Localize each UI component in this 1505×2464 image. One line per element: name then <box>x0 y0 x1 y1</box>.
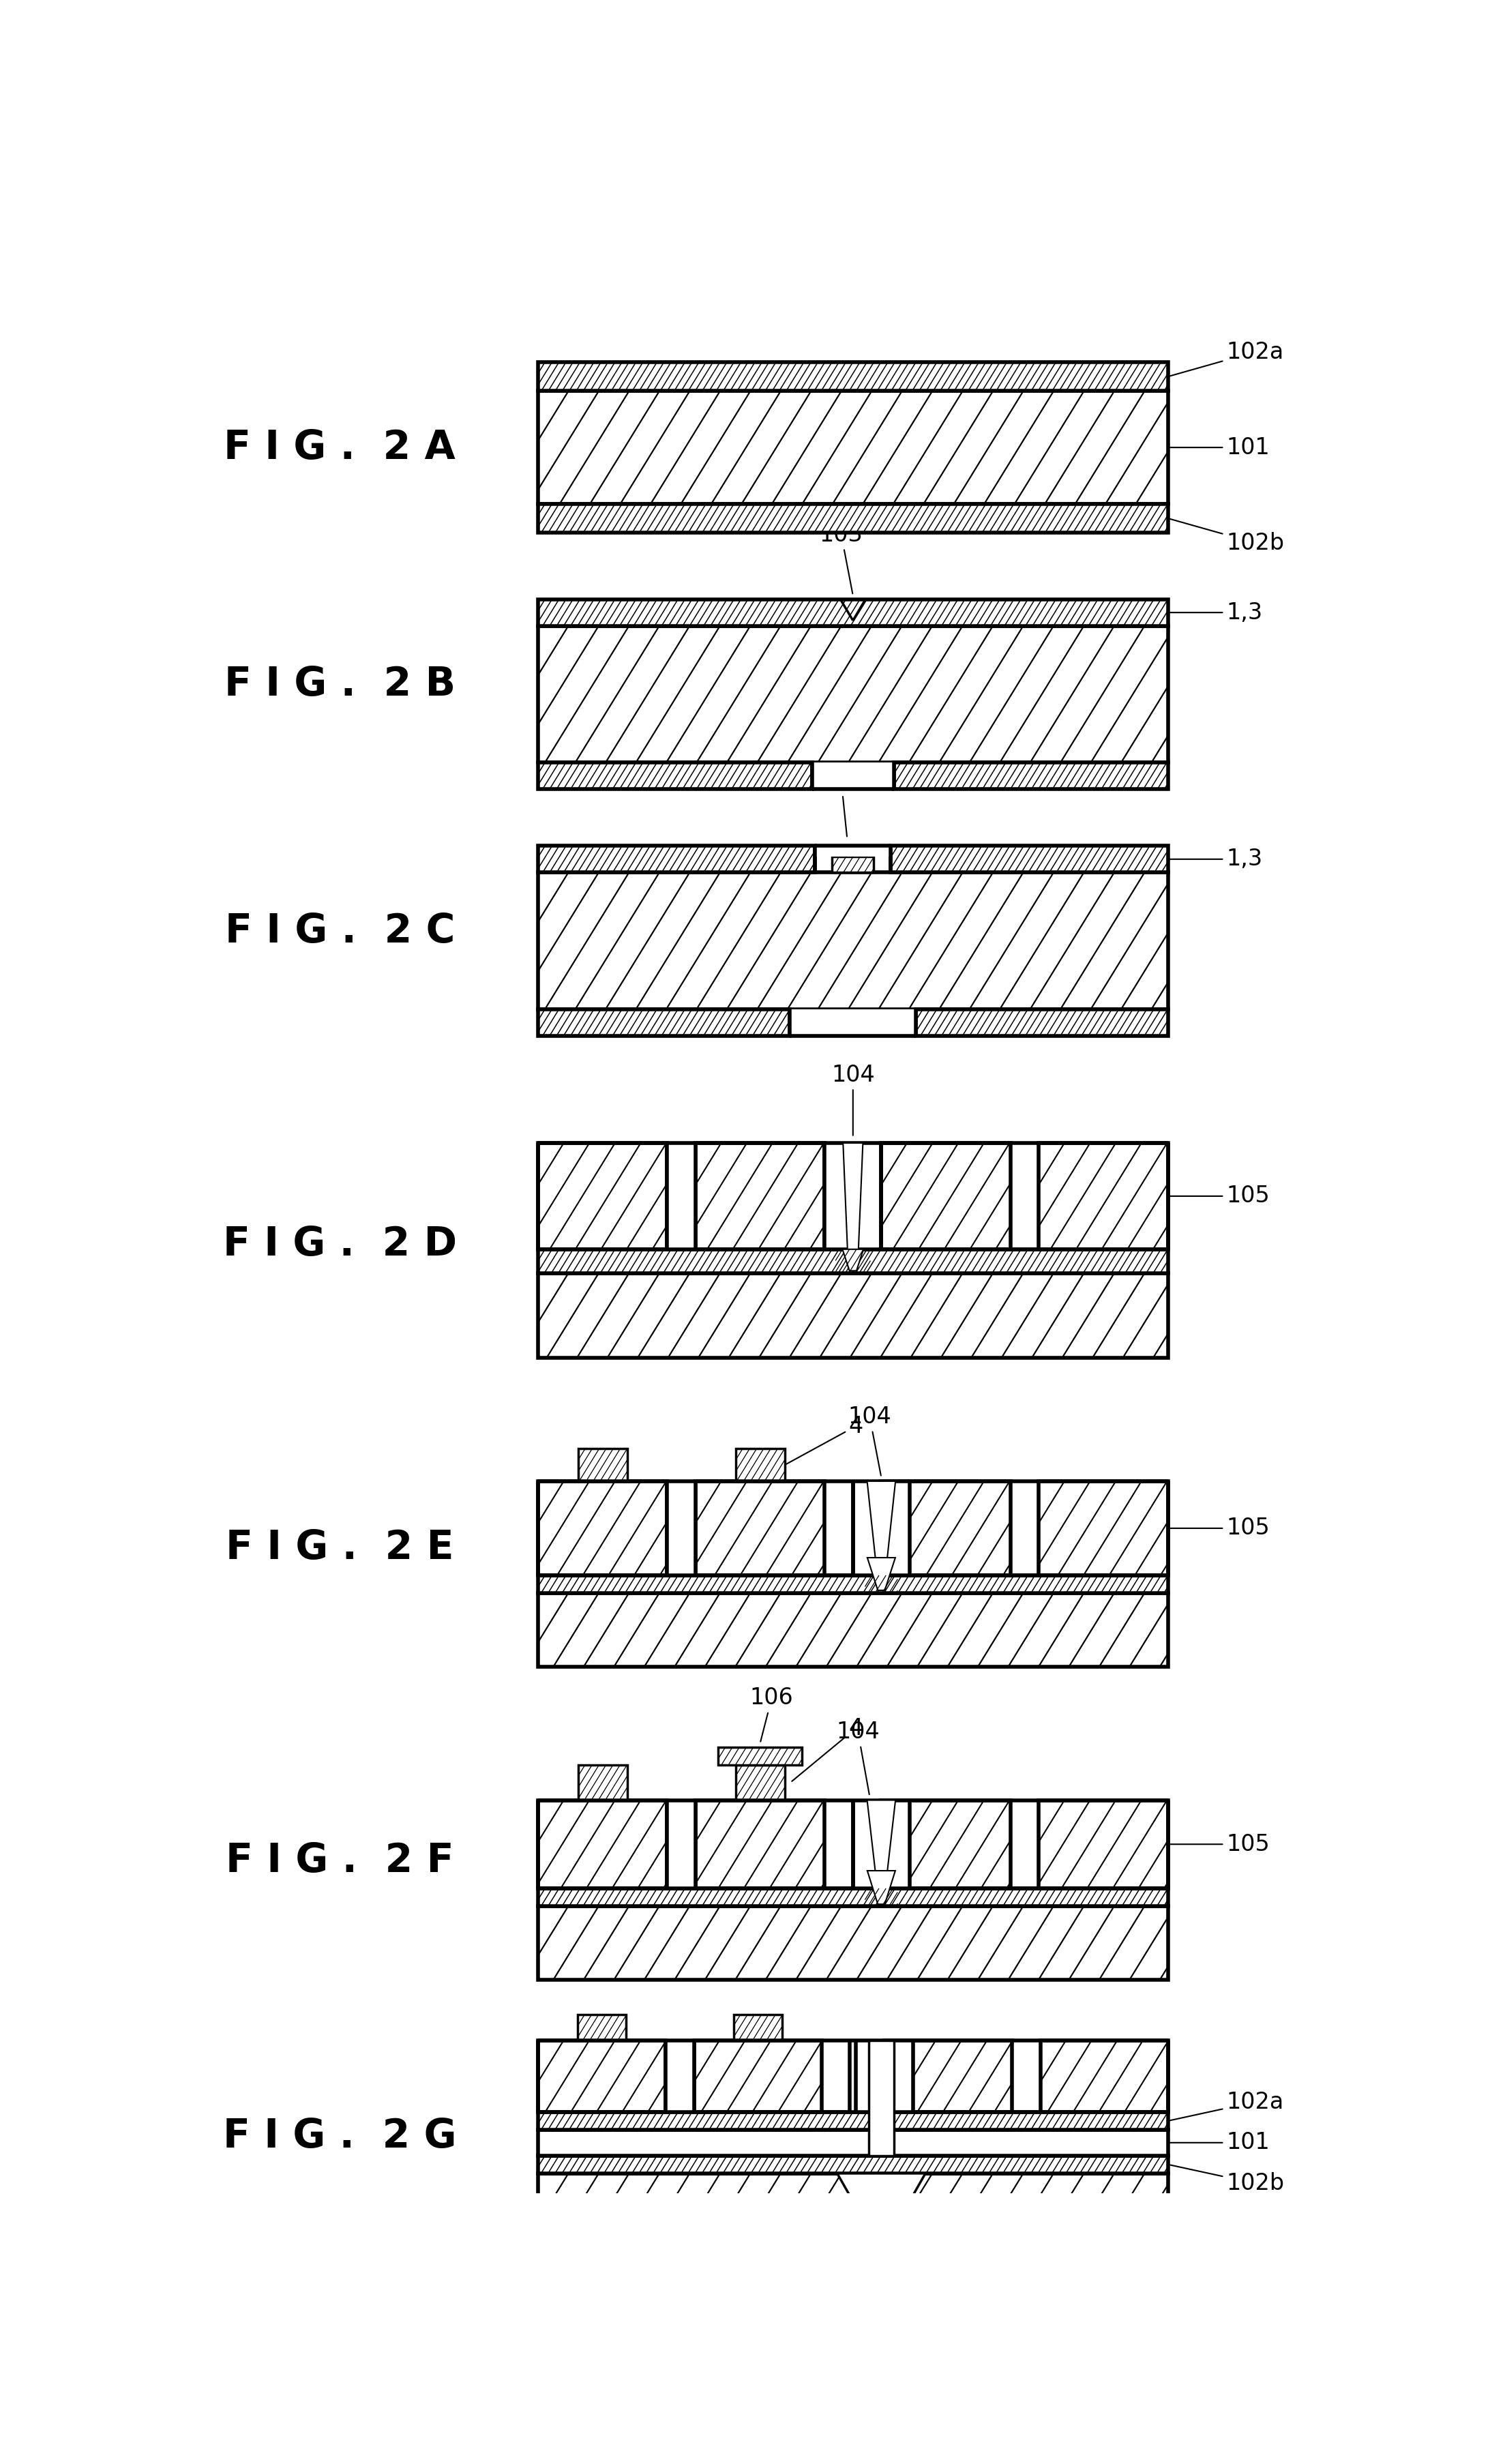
Polygon shape <box>867 1870 895 1905</box>
Polygon shape <box>843 1249 864 1271</box>
Text: F I G .  2 C: F I G . 2 C <box>224 912 455 951</box>
Bar <box>917 1010 1168 1035</box>
Bar <box>539 2129 1168 2156</box>
Bar <box>539 392 1168 503</box>
Bar <box>868 2040 894 2156</box>
Bar <box>539 1887 1168 1907</box>
Bar <box>853 1143 882 1249</box>
Bar <box>885 2040 1011 2112</box>
Polygon shape <box>843 1143 862 1269</box>
Text: 104: 104 <box>847 1404 891 1476</box>
Bar <box>853 1801 909 1887</box>
Bar <box>1038 1481 1168 1574</box>
Bar <box>825 1143 882 1249</box>
Text: 105: 105 <box>1169 1833 1270 1855</box>
Bar <box>667 1143 695 1249</box>
Text: 104: 104 <box>837 1720 880 1794</box>
Bar <box>695 1801 825 1887</box>
Text: F I G .  2 F: F I G . 2 F <box>226 1841 455 1880</box>
Bar <box>539 1907 1168 1979</box>
Bar <box>539 2156 1168 2173</box>
Bar <box>853 1801 882 1887</box>
Text: F I G .  2 B: F I G . 2 B <box>224 665 456 705</box>
Bar <box>736 1764 784 1801</box>
Bar <box>736 1449 784 1481</box>
Bar <box>733 2016 783 2040</box>
Text: 4: 4 <box>786 1414 864 1464</box>
Bar <box>853 1481 909 1574</box>
Bar <box>578 2016 626 2040</box>
Bar <box>832 857 874 872</box>
Bar <box>1038 1143 1168 1249</box>
Bar <box>578 1764 628 1801</box>
Bar <box>695 1143 825 1249</box>
Bar <box>539 1801 667 1887</box>
Bar <box>882 1143 1010 1249</box>
Bar <box>539 1143 667 1249</box>
Bar <box>1038 1801 1168 1887</box>
Bar <box>667 1481 695 1574</box>
Text: F I G .  2 G: F I G . 2 G <box>223 2117 456 2156</box>
Text: 4: 4 <box>792 1717 864 1781</box>
Bar <box>695 1481 825 1574</box>
Bar <box>694 2040 822 2112</box>
Bar <box>539 761 813 788</box>
Text: 104: 104 <box>820 771 862 835</box>
Bar <box>539 1274 1168 1358</box>
Text: 102a: 102a <box>1169 2089 1284 2122</box>
Text: 102b: 102b <box>1169 520 1284 554</box>
Text: 105: 105 <box>1169 1185 1270 1207</box>
Bar <box>578 1449 628 1481</box>
Text: 101: 101 <box>1169 2131 1270 2154</box>
Bar <box>539 1592 1168 1666</box>
Polygon shape <box>867 1557 895 1589</box>
Text: 101: 101 <box>1169 436 1270 458</box>
Bar <box>718 1747 802 1764</box>
Bar <box>1040 2040 1168 2112</box>
Bar <box>882 1801 1010 1887</box>
Polygon shape <box>837 2173 926 2235</box>
Bar <box>790 1010 917 1035</box>
Bar <box>856 2040 885 2112</box>
Bar <box>894 761 1168 788</box>
Bar <box>539 362 1168 392</box>
Bar <box>539 1010 790 1035</box>
Bar <box>891 845 1168 872</box>
Bar <box>665 2040 694 2112</box>
Bar <box>813 761 894 788</box>
Bar <box>816 845 891 857</box>
Bar <box>882 1481 1010 1574</box>
Bar <box>539 1481 667 1574</box>
Text: 105: 105 <box>1169 1518 1270 1540</box>
Bar <box>539 2173 1168 2245</box>
Polygon shape <box>867 1801 895 1882</box>
Text: 1,3: 1,3 <box>1169 848 1263 870</box>
Bar <box>539 1249 1168 1274</box>
Bar <box>539 1574 1168 1592</box>
Polygon shape <box>867 1481 895 1570</box>
Text: 103: 103 <box>820 525 862 594</box>
Text: F I G .  2 E: F I G . 2 E <box>226 1528 455 1567</box>
Bar <box>539 872 1168 1010</box>
Bar <box>850 2040 914 2112</box>
Bar <box>539 599 1168 626</box>
Text: F I G .  2 D: F I G . 2 D <box>223 1225 456 1264</box>
Bar <box>539 503 1168 532</box>
Bar <box>667 1801 695 1887</box>
Text: 102b: 102b <box>1169 2166 1284 2195</box>
Bar <box>539 626 1168 761</box>
Text: 106: 106 <box>749 1688 793 1742</box>
Text: F I G .  2 A: F I G . 2 A <box>224 429 456 466</box>
Text: 1,3: 1,3 <box>1169 601 1263 623</box>
Text: 104: 104 <box>831 1064 874 1136</box>
Bar <box>853 1481 882 1574</box>
Text: 102a: 102a <box>1169 340 1284 377</box>
Bar <box>539 2040 665 2112</box>
Bar <box>539 845 816 872</box>
Bar <box>539 2112 1168 2129</box>
